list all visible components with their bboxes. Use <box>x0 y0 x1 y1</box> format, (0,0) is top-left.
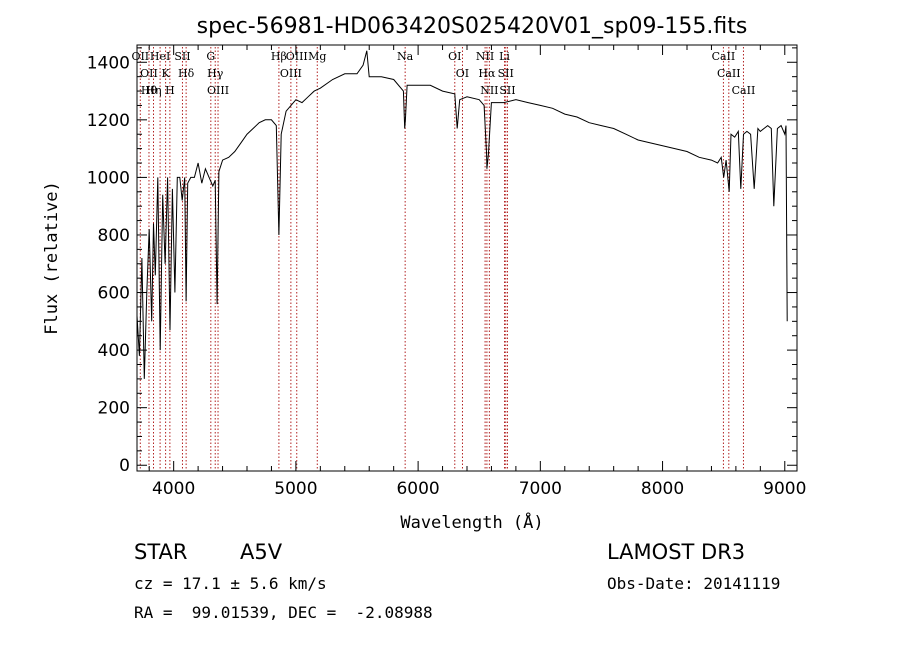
line-label: SII <box>498 67 514 80</box>
line-label: OIII <box>286 50 308 63</box>
spectrum-line <box>136 50 788 379</box>
line-label: CaII <box>717 67 741 80</box>
coordinates-readout: RA = 99.01539, DEC = -2.08988 <box>134 603 433 622</box>
line-label: OI <box>448 50 461 63</box>
line-label: Hβ <box>271 50 287 63</box>
y-tick-label: 0 <box>119 456 130 476</box>
line-label: Li <box>499 50 510 63</box>
line-label: Na <box>397 50 414 63</box>
line-label: OII <box>140 67 158 80</box>
survey-name: LAMOST DR3 <box>607 540 746 564</box>
x-tick-label: 4000 <box>152 479 195 499</box>
line-label: Hθ <box>141 84 158 97</box>
line-label: Hδ <box>178 67 195 80</box>
object-class: STAR <box>134 540 188 564</box>
line-label: CaII <box>712 50 736 63</box>
line-label: NII <box>480 84 498 97</box>
y-axis: 0 200 400 600 800 1000 1200 1400 <box>87 47 797 476</box>
y-tick-label: 800 <box>98 226 130 246</box>
y-tick-label: 600 <box>98 284 130 304</box>
x-tick-label: 9000 <box>763 479 806 499</box>
x-tick-label: 8000 <box>641 479 684 499</box>
y-tick-label: 1000 <box>87 168 130 188</box>
line-label: CaII <box>732 84 756 97</box>
line-label: H <box>165 84 175 97</box>
line-label: HeI <box>150 50 170 63</box>
y-tick-label: 200 <box>98 399 130 419</box>
line-label: Mg <box>308 50 326 63</box>
line-label: Hα <box>478 67 496 80</box>
line-label: K <box>161 67 170 80</box>
plot-frame <box>136 44 798 472</box>
line-label: OII <box>131 50 149 63</box>
spectral-line-markers <box>139 47 744 471</box>
line-label: Hγ <box>207 67 224 80</box>
line-label: NII <box>476 50 494 63</box>
x-axis-label: Wavelength (Å) <box>400 511 543 533</box>
line-label: OIII <box>207 84 229 97</box>
line-label: OIII <box>280 67 302 80</box>
chart-title: spec-56981-HD063420S025420V01_sp09-155.f… <box>197 14 748 39</box>
line-label: SII <box>499 84 515 97</box>
y-tick-label: 1200 <box>87 111 130 131</box>
line-label: OI <box>456 67 469 80</box>
observation-date: Obs-Date: 20141119 <box>607 574 781 593</box>
line-label: Hη <box>145 84 161 97</box>
x-axis: 4000 5000 6000 7000 8000 9000 <box>148 45 806 499</box>
y-tick-label: 400 <box>98 341 130 361</box>
x-tick-label: 6000 <box>396 479 439 499</box>
y-tick-label: 1400 <box>87 53 130 73</box>
x-tick-label: 5000 <box>274 479 317 499</box>
line-label: G <box>206 50 215 63</box>
redshift-readout: cz = 17.1 ± 5.6 km/s <box>134 574 327 593</box>
object-subclass: A5V <box>240 540 283 564</box>
x-tick-label: 7000 <box>519 479 562 499</box>
line-label: SII <box>174 50 190 63</box>
y-axis-label: Flux (relative) <box>42 181 62 335</box>
